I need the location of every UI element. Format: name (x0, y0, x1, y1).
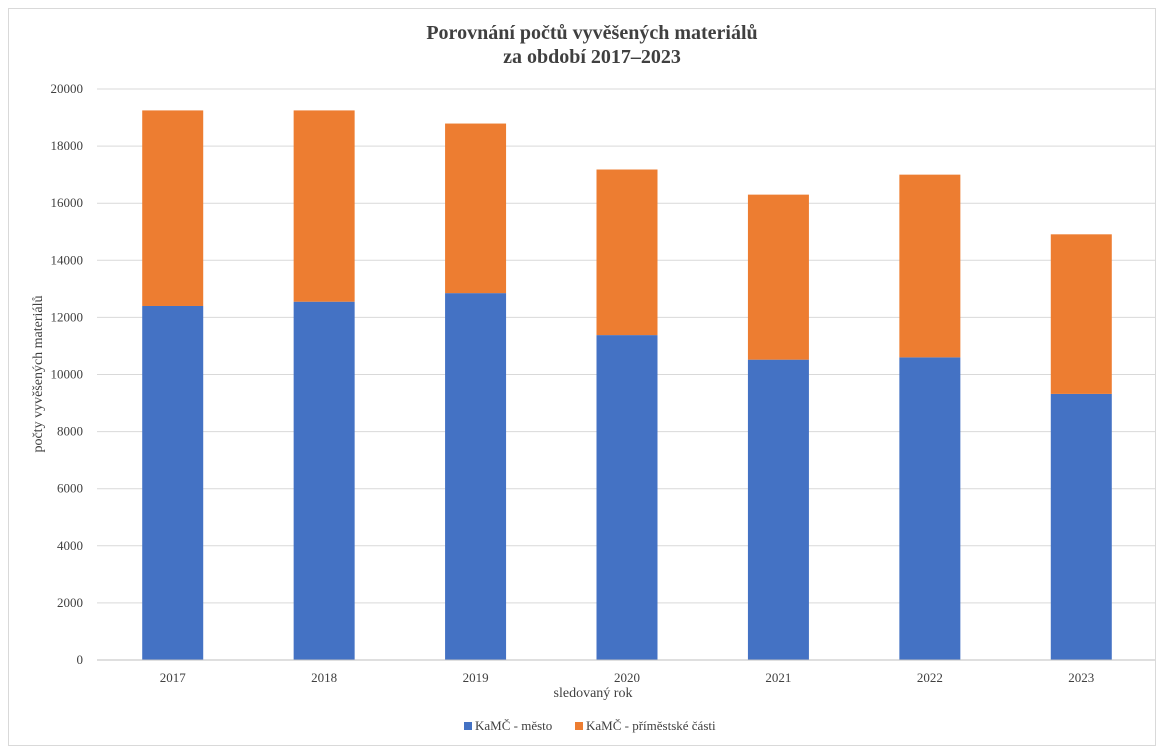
y-axis-ticks: 0 2000 4000 6000 8000 10000 12000 14000 16000 180… (51, 81, 84, 667)
chart-svg: Porovnání počtů vyvěšených materiálů za … (31, 22, 1155, 733)
x-tick-label-2018: 2018 (311, 670, 337, 685)
y-tick-label: 16000 (51, 195, 84, 210)
legend-swatch-series-2 (575, 722, 583, 730)
y-tick-label: 8000 (57, 424, 83, 439)
bar-2020-series-2 (596, 169, 658, 336)
bar-2021-series-1 (747, 359, 809, 660)
bar-2023-series-2 (1050, 234, 1112, 394)
chart-title: Porovnání počtů vyvěšených materiálů za … (426, 22, 757, 68)
x-tick-label-2022: 2022 (917, 670, 943, 685)
bar-2018-series-2 (293, 110, 355, 302)
legend-label-series-2: KaMČ - příměstské části (586, 718, 716, 733)
y-tick-label: 6000 (57, 481, 83, 496)
y-tick-label: 12000 (51, 309, 84, 324)
x-tick-label-2021: 2021 (765, 670, 791, 685)
bar-2021-series-2 (747, 194, 809, 360)
y-tick-label: 18000 (51, 138, 84, 153)
chart-title-line-1: Porovnání počtů vyvěšených materiálů (426, 22, 757, 44)
x-axis-title: sledovaný rok (554, 686, 633, 701)
bar-2019-series-2 (445, 123, 507, 294)
legend-label-series-1: KaMČ - město (475, 718, 552, 733)
chart-title-line-2: za období 2017–2023 (503, 46, 681, 68)
bar-2018-series-1 (293, 301, 355, 660)
x-axis-ticks: 2017 2018 2019 2020 2021 2022 2023 (160, 670, 1095, 685)
bar-2017-series-2 (142, 110, 204, 306)
bar-2022-series-2 (899, 174, 961, 358)
bar-2019-series-1 (445, 293, 507, 660)
y-tick-label: 20000 (51, 81, 84, 96)
y-tick-label: 4000 (57, 538, 83, 553)
x-tick-label-2017: 2017 (160, 670, 187, 685)
chart-frame: Porovnání počtů vyvěšených materiálů za … (8, 8, 1156, 746)
y-tick-label: 0 (77, 652, 84, 667)
y-axis-title: počty vyvěšených materiálů (31, 295, 46, 452)
bar-2020-series-1 (596, 335, 658, 660)
y-tick-label: 10000 (51, 367, 84, 382)
bars (142, 110, 1112, 660)
bar-2017-series-1 (142, 305, 204, 660)
y-tick-label: 14000 (51, 252, 84, 267)
bar-2022-series-1 (899, 357, 961, 660)
x-tick-label-2023: 2023 (1068, 670, 1094, 685)
y-tick-label: 2000 (57, 595, 83, 610)
legend: KaMČ - město KaMČ - příměstské části (464, 718, 716, 733)
x-tick-label-2020: 2020 (614, 670, 640, 685)
legend-swatch-series-1 (464, 722, 472, 730)
x-tick-label-2019: 2019 (463, 670, 489, 685)
bar-2023-series-1 (1050, 393, 1112, 660)
